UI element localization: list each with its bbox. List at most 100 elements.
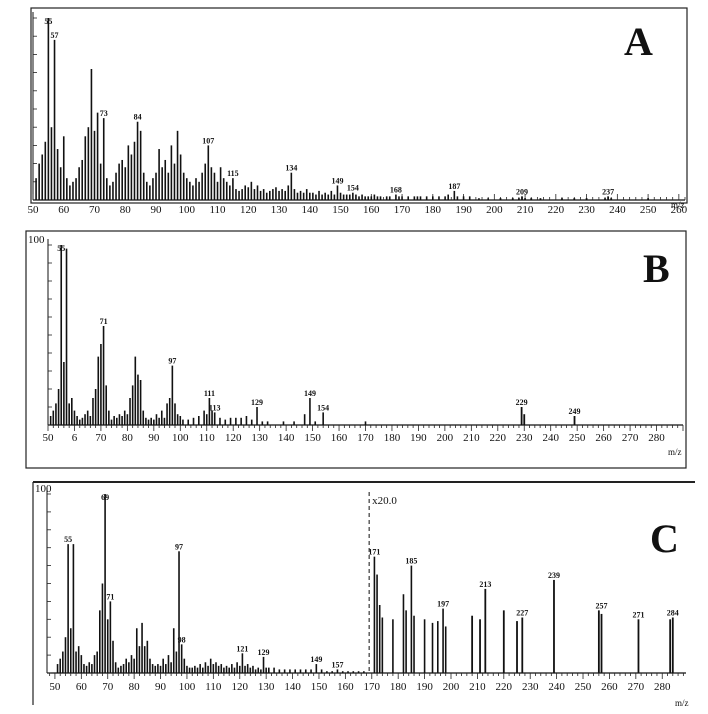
- x-tick-label: 220: [548, 204, 565, 216]
- peak-label: 187: [448, 182, 460, 191]
- peak-label: 57: [51, 31, 59, 40]
- x-tick-label: 190: [416, 681, 433, 693]
- peak-label: 149: [304, 389, 316, 398]
- x-tick-label: 150: [311, 681, 328, 693]
- peak-label: 73: [100, 109, 108, 118]
- x-tick-label: 170: [394, 204, 411, 216]
- x-tick-label: 180: [390, 681, 407, 693]
- x-tick-label: 270: [622, 432, 639, 444]
- x-tick-label: 120: [232, 681, 249, 693]
- y-max-label: 100: [35, 483, 52, 495]
- x-tick-label: 50: [28, 204, 40, 216]
- x-tick-label: 230: [522, 681, 539, 693]
- x-tick-label: 260: [671, 204, 688, 216]
- x-unit-label: m/z: [668, 447, 682, 457]
- x-tick-label: 200: [437, 432, 454, 444]
- x-tick-label: 280: [654, 681, 671, 693]
- x-tick-label: 190: [410, 432, 427, 444]
- x-tick-label: 250: [640, 204, 657, 216]
- peak-label: 134: [285, 164, 297, 173]
- panel-letter: B: [643, 246, 670, 291]
- peak-label: 121: [236, 644, 248, 653]
- x-tick-label: 170: [364, 681, 381, 693]
- x-tick-label: 250: [569, 432, 586, 444]
- peak-label: 55: [64, 535, 72, 544]
- x-tick-label: 240: [542, 432, 559, 444]
- spectrum-panel-b: 100 50 6 70 80 90 100 110 120 130 140 150 160 170 180 1…: [25, 230, 687, 469]
- peak-label: 84: [134, 113, 142, 122]
- x-tick-label: 200: [486, 204, 503, 216]
- peak-label: 98: [178, 635, 186, 644]
- peak-label: 154: [317, 403, 329, 412]
- peak-label: 97: [168, 357, 176, 366]
- panel-letter: C: [650, 516, 679, 561]
- peak-label: 249: [569, 407, 581, 416]
- x-tick-label: 210: [463, 432, 480, 444]
- x-tick-label: 140: [278, 432, 295, 444]
- peak-label: 157: [331, 660, 343, 669]
- x-tick-label: 80: [120, 204, 132, 216]
- x-tick-label: 160: [337, 681, 354, 693]
- peak-label: 149: [331, 176, 343, 185]
- x-tick-label: 6: [72, 432, 78, 444]
- x-tick-label: 140: [284, 681, 301, 693]
- peak-label: 55: [57, 244, 65, 253]
- peak-label: 154: [347, 184, 359, 193]
- x-tick-label: 100: [179, 204, 196, 216]
- x-tick-label: 140: [302, 204, 319, 216]
- x-tick-label: 50: [49, 681, 61, 693]
- x-tick-label: 160: [331, 432, 348, 444]
- peak-label: 237: [602, 187, 614, 196]
- x-tick-label: 100: [172, 432, 189, 444]
- x-tick-label: 90: [151, 204, 163, 216]
- x-tick-label: 70: [95, 432, 107, 444]
- x-tick-label: 120: [240, 204, 257, 216]
- x-tick-label: 80: [122, 432, 134, 444]
- x-tick-label: 200: [443, 681, 460, 693]
- x-tick-label: 260: [595, 432, 612, 444]
- x-tick-label: 130: [258, 681, 275, 693]
- peak-label: 271: [632, 610, 644, 619]
- x-tick-label: 90: [155, 681, 167, 693]
- x-tick-label: 220: [496, 681, 513, 693]
- x-tick-label: 130: [251, 432, 268, 444]
- spectrum-panel-a: 50 60 70 80 90 100 110 120 130 140 150 160 170 180 190…: [28, 7, 688, 216]
- x-tick-label: 230: [578, 204, 595, 216]
- peak-label: 111: [204, 389, 215, 398]
- panel-letter: A: [624, 19, 653, 64]
- x-tick-label: 190: [455, 204, 472, 216]
- peak-label: 209: [516, 187, 528, 196]
- x-tick-label: 180: [384, 432, 401, 444]
- x-tick-label: 150: [304, 432, 321, 444]
- peak-label: 239: [548, 571, 560, 580]
- panel-frame: [30, 7, 688, 204]
- peak-label: 107: [202, 136, 214, 145]
- x-tick-label: 240: [609, 204, 626, 216]
- x-tick-label: 60: [58, 204, 70, 216]
- peak-label: 129: [251, 398, 263, 407]
- peak-label: 113: [209, 403, 221, 412]
- x-tick-label: 220: [490, 432, 507, 444]
- peak-label: 149: [310, 655, 322, 664]
- x-tick-label: 240: [548, 681, 565, 693]
- y-max-label: 100: [28, 234, 45, 246]
- x-tick-label: 210: [469, 681, 486, 693]
- peak-label: 171: [368, 548, 380, 557]
- peak-label: 185: [405, 557, 417, 566]
- peak-label: 129: [258, 648, 270, 657]
- x-tick-label: 210: [517, 204, 534, 216]
- x-tick-label: 80: [129, 681, 141, 693]
- peak-label: 227: [516, 609, 528, 618]
- x-tick-label: 70: [89, 204, 101, 216]
- peak-label: 229: [516, 398, 528, 407]
- x-tick-label: 110: [209, 204, 226, 216]
- peak-label: 69: [101, 493, 109, 502]
- peak-label: 115: [227, 169, 239, 178]
- spectrum-panel-c: 100 50 60 70 80 90 100 110 120 130 140 150 160 170 180…: [32, 481, 695, 708]
- peak-label: 168: [390, 186, 402, 195]
- x-tick-label: 130: [271, 204, 288, 216]
- peak-label: 71: [106, 592, 114, 601]
- peak-label: 257: [596, 601, 608, 610]
- x-tick-label: 120: [225, 432, 242, 444]
